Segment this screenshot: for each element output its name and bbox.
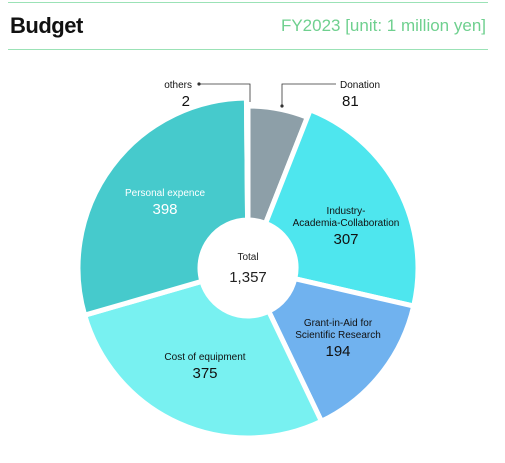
page-title: Budget [10, 13, 83, 38]
top-rule [8, 2, 488, 3]
slice-label-industry-academia-collaboration: Industry- [327, 206, 366, 217]
slice-value-grant-in-aid-for-scientific-research: 194 [325, 343, 350, 360]
donation-leader-line [281, 83, 336, 106]
slice-value-cost-of-equipment: 375 [192, 365, 217, 382]
pie-slice-others [243, 95, 251, 223]
header: Budget FY2023 [unit: 1 million yen] [8, 10, 488, 46]
pie-slice-cost-of-equipment [82, 278, 324, 441]
total-label: Total [237, 252, 258, 263]
slice-label-others: others [164, 80, 192, 91]
header-rule [8, 49, 488, 50]
slice-label-grant-in-aid-for-scientific-research: Scientific Research [295, 330, 381, 341]
slice-label-donation: Donation [340, 80, 380, 91]
others-leader-dot [197, 82, 201, 86]
donation-leader-dot [280, 104, 284, 108]
total-value: 1,357 [229, 269, 267, 286]
leader-lines [197, 82, 336, 108]
slice-value-personal-expence: 398 [152, 201, 177, 218]
slice-label-grant-in-aid-for-scientific-research: Grant-in-Aid for [304, 318, 373, 329]
slice-label-industry-academia-collaboration: Academia-Collaboration [293, 218, 400, 229]
pie-slice-personal-expence [75, 95, 251, 318]
slice-value-others: 2 [182, 93, 190, 110]
donut-hole [201, 221, 295, 315]
slice-value-donation: 81 [342, 93, 359, 110]
pie-slice-industry-academia-collaboration [263, 107, 421, 309]
slice-value-industry-academia-collaboration: 307 [333, 231, 358, 248]
page-subtitle: FY2023 [unit: 1 million yen] [280, 16, 486, 35]
slice-label-cost-of-equipment: Cost of equipment [164, 352, 245, 363]
others-leader-line [199, 83, 251, 102]
slice-label-personal-expence: Personal expence [125, 188, 205, 199]
